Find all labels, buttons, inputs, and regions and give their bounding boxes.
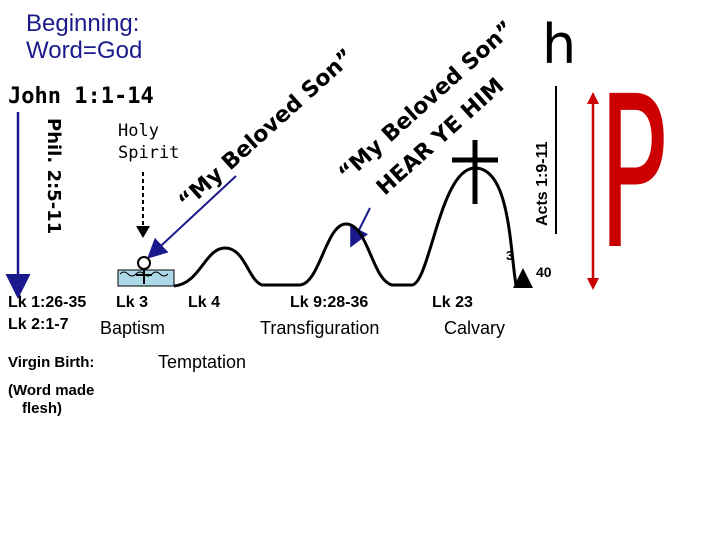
- acts-reference: Acts 1:9-11: [534, 141, 551, 227]
- ref-lk3: Lk 3: [116, 294, 149, 311]
- letter-h: h: [542, 13, 577, 76]
- ref-lk9: Lk 9:28-36: [290, 294, 369, 311]
- john-reference: John 1:1-14: [8, 84, 154, 109]
- word-made-line1: (Word made: [8, 382, 95, 399]
- forty-arrow-bottom: [587, 278, 599, 290]
- event-temptation: Temptation: [158, 352, 247, 372]
- heading-line2: Word=God: [26, 37, 143, 64]
- letter-p: P: [598, 51, 668, 296]
- event-transfiguration: Transfiguration: [260, 318, 380, 338]
- ref-lk2: Lk 2:1-7: [8, 316, 69, 333]
- ref-lk4: Lk 4: [188, 294, 221, 311]
- heading-line1: Beginning:: [26, 10, 140, 37]
- number-3: 3: [506, 248, 514, 263]
- word-made-line2: flesh): [22, 400, 63, 417]
- figure-head: [137, 256, 151, 270]
- phil-reference: Phil. 2:5-11: [43, 118, 64, 235]
- ref-lk1: Lk 1:26-35: [8, 294, 87, 311]
- event-virgin-birth: Virgin Birth:: [8, 354, 95, 371]
- holy-spirit-label: Holy Spirit: [118, 120, 179, 164]
- heading-beginning: Beginning: Word=God: [26, 10, 142, 64]
- voice-arrow-baptism: [147, 175, 237, 259]
- holy-spirit-line2: Spirit: [118, 143, 180, 163]
- timeline-line: [173, 166, 518, 288]
- dove-icon: [136, 226, 150, 238]
- number-40: 40: [536, 264, 552, 280]
- voice-arrow-transfiguration: [350, 207, 371, 248]
- holy-spirit-line1: Holy: [118, 121, 159, 141]
- event-baptism: Baptism: [100, 318, 166, 338]
- event-calvary: Calvary: [444, 318, 506, 338]
- ref-lk23: Lk 23: [432, 294, 473, 311]
- forty-arrow-top: [587, 92, 599, 104]
